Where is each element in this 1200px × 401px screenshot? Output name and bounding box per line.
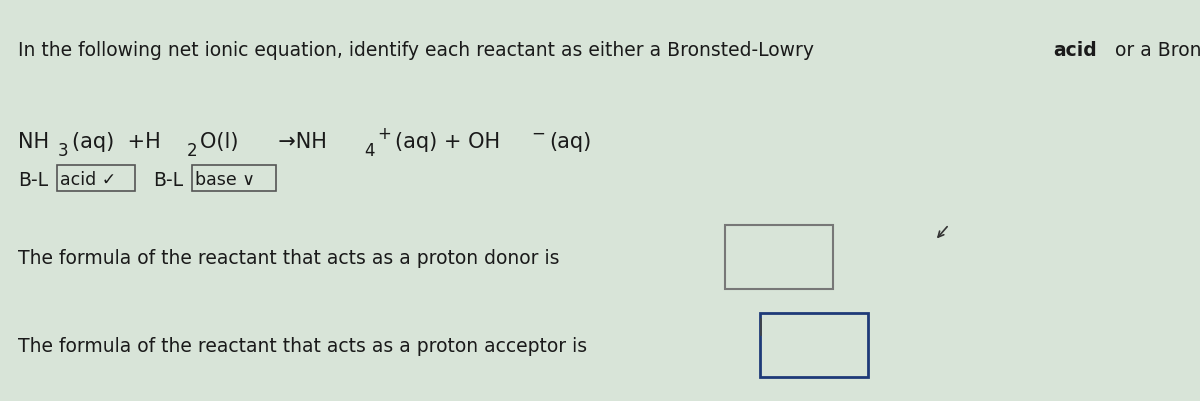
Text: The formula of the reactant that acts as a proton donor is: The formula of the reactant that acts as…	[18, 249, 559, 268]
Text: The formula of the reactant that acts as a proton acceptor is: The formula of the reactant that acts as…	[18, 337, 587, 356]
Text: (aq)  +H: (aq) +H	[72, 132, 161, 152]
Text: NH: NH	[18, 132, 49, 152]
Bar	[761, 313, 869, 377]
Text: acid ✓: acid ✓	[60, 172, 116, 189]
Text: 4: 4	[364, 142, 374, 160]
Text: 3: 3	[58, 142, 68, 160]
Bar	[725, 225, 833, 289]
Text: (aq) + OH: (aq) + OH	[395, 132, 500, 152]
Text: O(l)      →NH: O(l) →NH	[200, 132, 326, 152]
Text: or a Bronsted-Lowry: or a Bronsted-Lowry	[1109, 41, 1200, 60]
Text: +: +	[377, 125, 391, 142]
Text: acid: acid	[1052, 41, 1097, 60]
Text: −: −	[530, 125, 545, 142]
Bar	[192, 165, 276, 191]
Text: 2: 2	[186, 142, 197, 160]
Text: base ∨: base ∨	[196, 172, 256, 189]
Text: B-L: B-L	[18, 171, 48, 190]
Bar	[56, 165, 136, 191]
Text: (aq): (aq)	[548, 132, 592, 152]
Text: B-L: B-L	[154, 171, 184, 190]
Text: In the following net ionic equation, identify each reactant as either a Bronsted: In the following net ionic equation, ide…	[18, 41, 820, 60]
